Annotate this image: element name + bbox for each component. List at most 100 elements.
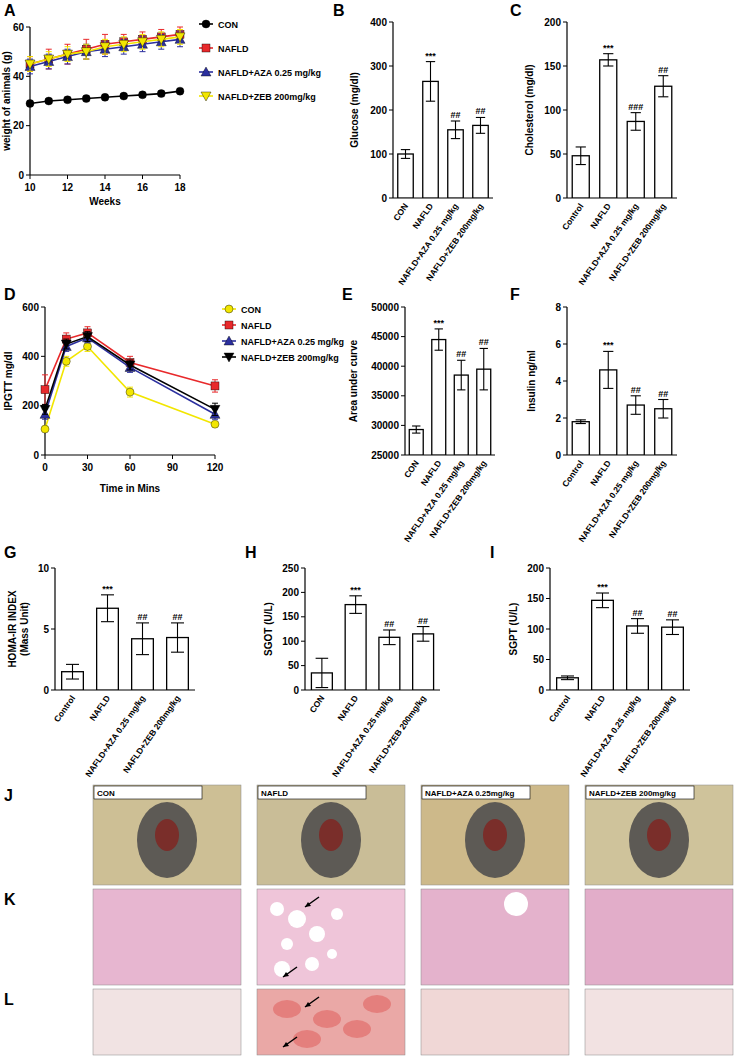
x-tick [130,455,131,459]
series-line [45,337,215,410]
y-tick-label: 100 [370,149,387,160]
error-bar [631,113,641,131]
title-box [586,786,694,799]
significance-label: ### [628,102,643,112]
x-tick-label: NAFLD [588,458,613,487]
x-tick [180,175,181,179]
panel-label: D [4,286,16,303]
data-point [156,35,166,44]
arrow [305,997,319,1007]
y-tick-label: 400 [370,17,387,28]
bar [592,600,614,690]
y-tick-label: 2 [555,413,561,424]
data-point [81,48,91,57]
x-axis: CONNAFLDNAFLD+AZA 0.25 mg/kgNAFLD+ZEB 20… [402,455,495,544]
x-axis: CONNAFLDNAFLD+AZA 0.25 mg/kgNAFLD+ZEB 20… [305,690,440,779]
error-bar [66,664,79,679]
error-bar [435,329,443,350]
x-tick [87,455,88,459]
photo [257,989,405,1055]
photo-subject [629,802,689,878]
significance-label: *** [433,318,444,328]
error-bar [576,147,586,165]
panel-label: F [510,286,520,303]
y-tick-label: 20 [13,120,25,131]
x-tick-label: CON [307,693,326,714]
data-point [40,405,50,414]
y-tick [401,366,405,367]
x-tick-label: 60 [124,462,136,473]
y-axis-label: SGPT (U/L) [508,603,519,656]
panel-label: K [4,891,16,908]
y-axis: 050100150200Cholesterol (mg/dl) [524,17,567,204]
x-tick-label: 14 [99,182,111,193]
y-tick-label: 600 [22,302,39,313]
y-axis-label: Insulin ng/ml [526,350,537,412]
y-axis: 0200400600IPGTT mg/dl [3,302,45,461]
bar [473,125,489,198]
y-tick [401,336,405,337]
data-point [100,43,110,52]
x-tick-label: 30 [82,462,94,473]
photo-subject [137,802,197,878]
y-tick [301,641,305,642]
significance-label: ## [658,389,668,399]
x-axis: ControlNAFLDNAFLD+AZA 0.25 mg/kgNAFLD+ZE… [560,455,677,544]
y-tick-label: 50 [533,654,545,665]
photo [421,889,569,985]
data-point [61,340,71,349]
y-tick [301,690,305,691]
data-point [211,420,219,428]
y-tick [546,659,550,660]
photo [585,889,733,985]
photo-subject [155,819,179,851]
data-point [41,386,49,394]
photo [257,785,405,885]
y-tick-label: 100 [527,624,544,635]
y-tick [546,629,550,630]
y-tick [301,616,305,617]
x-tick [172,455,173,459]
x-tick-label: NAFLD [588,201,613,230]
plot-area [25,27,185,107]
y-tick [401,395,405,396]
legend-label: NAFLD [241,321,272,331]
error-bar [576,420,586,424]
error-bar [349,596,362,614]
y-tick [389,198,393,199]
bar [432,340,446,455]
y-tick [563,455,567,456]
x-tick [142,175,143,179]
image-panel [257,989,405,1055]
x-tick-label: NAFLD [87,693,112,722]
data-point [120,92,128,100]
image-title: NAFLD+AZA 0.25mg/kg [425,789,514,798]
title-box [94,786,202,799]
data-point [138,38,148,47]
bar [345,605,366,690]
y-tick-label: 0 [555,450,561,461]
y-tick-label: 8 [555,302,561,313]
legend-marker [224,353,234,362]
y-tick-label: 200 [544,17,561,28]
data-point [44,55,54,64]
arrow-head [283,1042,289,1047]
data-point [63,50,73,59]
y-tick [389,110,393,111]
legend-marker [202,20,210,28]
x-tick-label: CON [402,458,421,479]
y-tick [401,307,405,308]
significance-label: *** [425,51,436,61]
lipid-stain [363,995,391,1013]
x-tick-label: NAFLD [582,693,607,722]
y-tick-label: 150 [544,61,561,72]
x-tick-label: NAFLD+ZEB 200mg/kg [607,201,668,282]
image-panel: CON [93,785,241,885]
significance-label: ## [475,106,485,116]
arrow [283,1037,297,1047]
x-tick [45,455,46,459]
x-tick [215,455,216,459]
y-tick [563,110,567,111]
data-point [210,405,220,414]
error-bar [212,380,218,392]
